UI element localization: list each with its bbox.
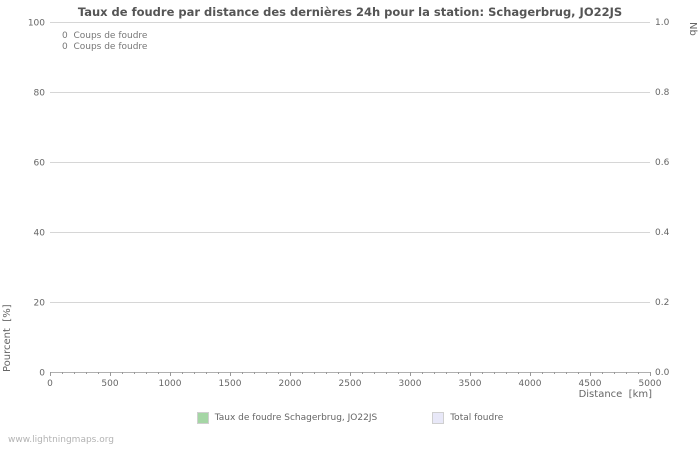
svg-text:3500: 3500 — [459, 379, 482, 389]
svg-text:0.2: 0.2 — [655, 298, 669, 308]
svg-text:2500: 2500 — [339, 379, 362, 389]
svg-text:0.8: 0.8 — [655, 88, 670, 98]
svg-text:0: 0 — [39, 369, 45, 379]
strike-count-annotation-1: 0 Coups de foudre — [62, 31, 148, 41]
svg-text:1500: 1500 — [219, 379, 242, 389]
svg-text:20: 20 — [34, 299, 46, 309]
legend-swatch-total — [432, 412, 445, 424]
svg-text:0.4: 0.4 — [655, 228, 670, 238]
legend-label-total: Total foudre — [450, 413, 504, 423]
svg-text:40: 40 — [34, 229, 46, 239]
svg-text:3000: 3000 — [399, 379, 422, 389]
svg-text:0.6: 0.6 — [655, 158, 670, 168]
svg-text:1000: 1000 — [159, 379, 182, 389]
legend: Taux de foudre Schagerbrug, JO22JS Total… — [0, 412, 700, 424]
legend-label-taux: Taux de foudre Schagerbrug, JO22JS — [214, 413, 378, 423]
legend-swatch-taux — [196, 412, 209, 424]
legend-item-taux: Taux de foudre Schagerbrug, JO22JS — [196, 412, 378, 424]
chart-title: Taux de foudre par distance des dernière… — [77, 5, 623, 19]
svg-text:1.0: 1.0 — [655, 18, 670, 28]
watermark-text: www.lightningmaps.org — [8, 435, 114, 445]
svg-text:5000: 5000 — [639, 379, 662, 389]
svg-text:4000: 4000 — [519, 379, 542, 389]
legend-item-total: Total foudre — [432, 412, 503, 424]
x-axis-label: Distance [km] — [578, 389, 652, 400]
svg-text:4500: 4500 — [579, 379, 602, 389]
y-axis-label-right: Nb — [687, 22, 698, 36]
svg-text:0.0: 0.0 — [655, 368, 670, 378]
svg-text:80: 80 — [34, 89, 46, 99]
y-axis-label-left: Pourcent [%] — [2, 304, 13, 372]
strike-count-annotation-2: 0 Coups de foudre — [62, 42, 148, 52]
svg-text:500: 500 — [101, 379, 118, 389]
svg-text:100: 100 — [28, 19, 45, 29]
svg-text:0: 0 — [47, 379, 53, 389]
svg-text:60: 60 — [34, 159, 46, 169]
svg-text:2000: 2000 — [279, 379, 302, 389]
